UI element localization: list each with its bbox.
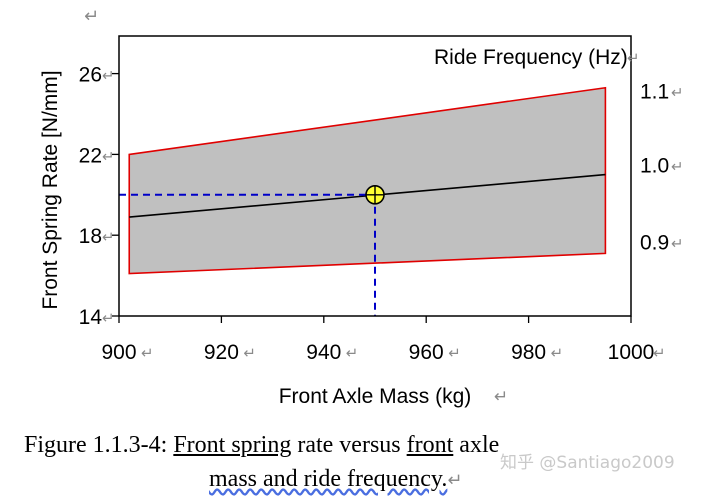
x-tick-label: 900 — [101, 341, 136, 364]
plot-area: ↵900 ↵ 920 ↵ 940 ↵ 960 ↵ 980 ↵ 1000↵14 ↵18 ↵22 ↵26 ↵0.… — [39, 6, 684, 408]
return-mark: ↵ — [494, 387, 508, 407]
return-mark: ↵ — [671, 158, 684, 176]
caption-label: Figure 1.1.3-4: — [24, 432, 174, 458]
return-mark: ↵ — [551, 344, 564, 362]
caption-text: axle — [453, 432, 500, 458]
return-mark: ↵ — [243, 344, 256, 362]
return-mark: ↵ — [346, 344, 359, 362]
return-mark: ↵ — [102, 309, 115, 327]
x-tick-label: 960 — [409, 341, 444, 364]
return-mark: ↵ — [447, 470, 463, 491]
y-tick-label: 14 — [79, 306, 103, 329]
frequency-band — [128, 86, 607, 275]
caption-underlined-text: Front spring — [173, 432, 292, 458]
y-tick-label: 22 — [79, 144, 102, 167]
y2-axis-title: Ride Frequency (Hz) — [434, 46, 628, 69]
y-tick-label: 26 — [79, 64, 102, 87]
caption-underlined-text: front — [406, 432, 454, 458]
y-axis-title: Front Spring Rate [N/mm] — [39, 70, 62, 309]
caption-text: rate versus — [291, 432, 407, 458]
y-tick-label: 18 — [79, 225, 102, 248]
return-mark: ↵ — [141, 344, 154, 362]
return-mark: ↵ — [671, 234, 684, 252]
return-mark: ↵ — [448, 344, 461, 362]
y2-tick-label: 1.0 — [640, 155, 669, 178]
x-tick-label: 920 — [204, 341, 239, 364]
y2-tick-label: 1.1 — [640, 81, 669, 104]
return-mark: ↵ — [627, 49, 640, 67]
figure-caption: Figure 1.1.3-4: Front spring rate versus… — [24, 428, 624, 498]
return-mark: ↵ — [84, 6, 99, 27]
return-mark: ↵ — [653, 344, 666, 362]
x-tick-label: 980 — [511, 341, 546, 364]
watermark: 知乎 @Santiago2009 — [500, 453, 675, 473]
plot-frame — [118, 35, 632, 317]
x-tick-label: 940 — [306, 341, 341, 364]
caption-line2: mass and ride frequency. — [209, 466, 448, 492]
return-mark: ↵ — [102, 228, 115, 246]
x-axis-title: Front Axle Mass (kg) — [279, 385, 472, 408]
return-mark: ↵ — [102, 67, 115, 85]
return-mark: ↵ — [671, 84, 684, 102]
y2-tick-label: 0.9 — [640, 231, 669, 254]
return-mark: ↵ — [102, 147, 115, 165]
x-tick-label: 1000 — [608, 341, 655, 364]
